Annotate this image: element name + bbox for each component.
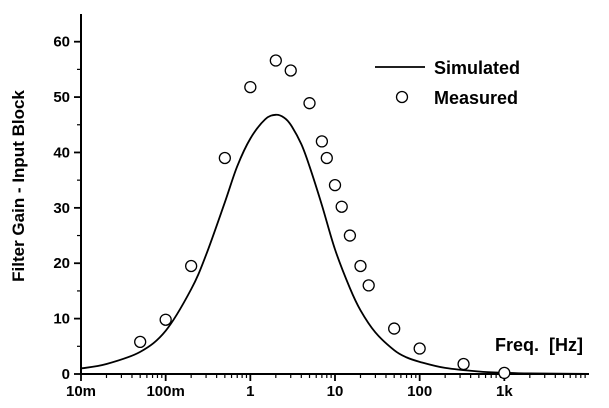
data-point-measured: [413, 342, 426, 355]
data-point-measured: [362, 279, 375, 292]
legend: Simulated Measured: [375, 58, 520, 108]
data-point-measured: [284, 64, 297, 77]
x-tick-label: 10m: [66, 383, 96, 400]
series-line-simulated: [80, 113, 590, 375]
x-tick-label: 100: [407, 383, 432, 400]
data-point-measured: [269, 54, 282, 67]
x-axis-annotation: Freq. [Hz]: [495, 335, 583, 355]
data-point-measured: [303, 97, 316, 110]
y-tick-label: 40: [53, 144, 70, 161]
data-point-measured: [315, 135, 329, 148]
data-point-measured: [498, 366, 511, 380]
data-point-measured: [218, 151, 231, 165]
y-ticks: 0 10 20 30 40 50 60: [53, 34, 81, 383]
x-tick-label: 100m: [146, 383, 184, 400]
data-point-measured: [343, 229, 357, 242]
x-tick-label: 1: [246, 383, 254, 400]
y-tick-label: 20: [53, 255, 70, 272]
x-tick-label: 1k: [496, 383, 513, 400]
legend-label-measured: Measured: [434, 88, 518, 108]
legend-marker-measured: [395, 90, 409, 104]
x-ticks: 10m 100m 1 10 100 1k: [66, 374, 586, 400]
data-point-measured: [320, 151, 333, 165]
series-points-measured: [134, 54, 511, 380]
data-point-measured: [159, 313, 172, 326]
y-tick-label: 0: [62, 366, 70, 383]
legend-label-simulated: Simulated: [434, 58, 520, 78]
y-tick-label: 60: [53, 34, 70, 51]
data-point-measured: [244, 80, 257, 94]
data-point-measured: [354, 259, 367, 273]
data-point-measured: [335, 200, 348, 213]
x-tick-label: 10: [327, 383, 344, 400]
y-tick-label: 30: [53, 200, 70, 217]
data-point-measured: [328, 178, 342, 192]
y-tick-label: 10: [53, 311, 70, 328]
y-axis-title: Filter Gain - Input Block: [9, 90, 28, 282]
data-point-measured: [185, 259, 198, 273]
data-point-measured: [134, 335, 147, 349]
data-point-measured: [388, 322, 401, 335]
data-point-measured: [457, 357, 470, 371]
y-tick-label: 50: [53, 89, 70, 106]
